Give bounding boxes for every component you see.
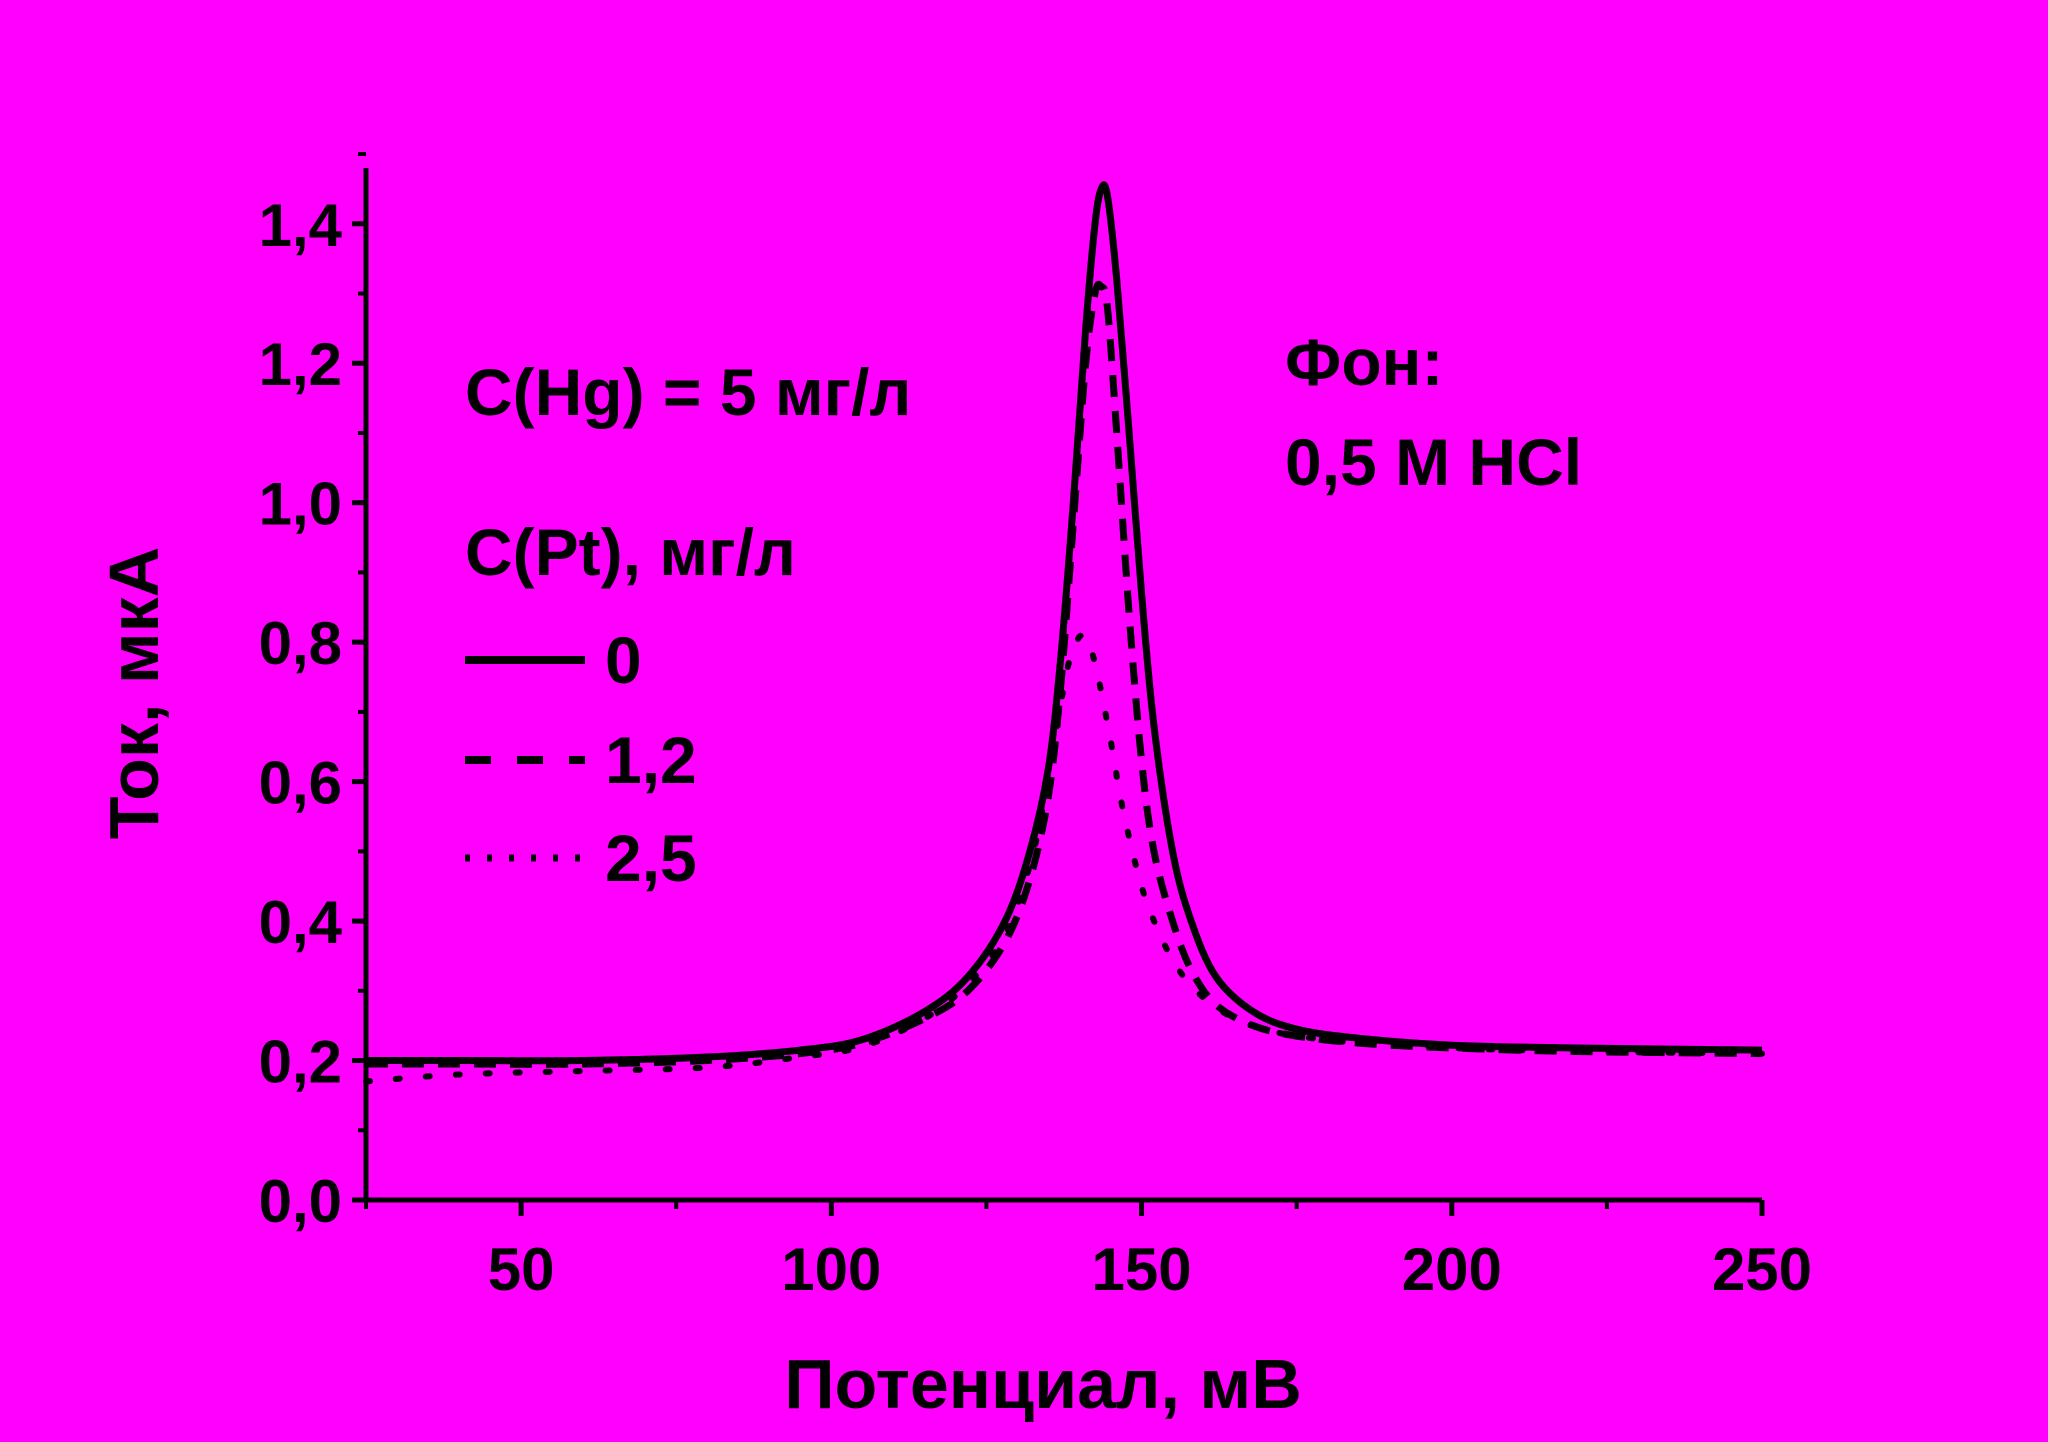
legend-entry-1: 1,2: [605, 723, 697, 797]
x-tick-label: 50: [488, 1236, 555, 1303]
x-tick-label: 100: [781, 1236, 881, 1303]
y-tick-label: 0,0: [259, 1168, 342, 1235]
legend-entry-2: 2,5: [605, 821, 697, 895]
x-axis-label: Потенциал, мВ: [784, 1345, 1302, 1423]
y-axis-label: Ток, мкА: [95, 547, 173, 839]
y-tick-label: 0,2: [259, 1029, 342, 1096]
x-tick-label: 250: [1712, 1236, 1812, 1303]
y-tick-label: 1,0: [259, 471, 342, 538]
annotation-hg: C(Hg) = 5 мг/л: [465, 355, 911, 429]
series-line-solid: [366, 181, 1763, 1065]
series-line-dashed: [365, 280, 1763, 1068]
legend-title: C(Pt), мг/л: [465, 515, 796, 589]
series-layer: [363, 181, 1765, 1085]
y-tick-label: 1,2: [259, 331, 342, 398]
axes: 0,0 0,2 0,4 0,6 0,8 1,0 1,2 1,4 50 100 150 200 250: [259, 152, 1812, 1303]
y-tick-label: 0,8: [259, 610, 342, 677]
x-tick-label: 200: [1402, 1236, 1502, 1303]
legend: C(Pt), мг/л 0 1,2 2,5: [465, 515, 796, 895]
legend-entry-0: 0: [605, 623, 642, 697]
x-tick-label: 150: [1092, 1236, 1192, 1303]
annotation-background-label: Фон:: [1285, 325, 1444, 399]
y-tick-label: 0,6: [259, 750, 342, 817]
y-tick-label: 1,4: [259, 192, 343, 259]
annotation-background-value: 0,5 M HCl: [1285, 425, 1582, 499]
y-tick-label: 0,4: [259, 889, 343, 956]
